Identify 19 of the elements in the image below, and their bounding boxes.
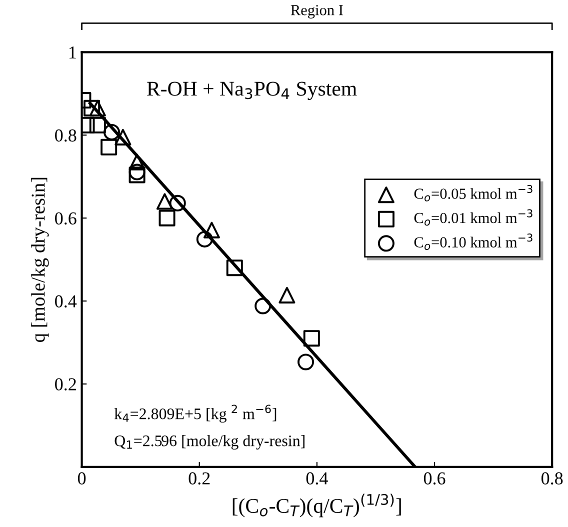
y-tick-label: 0.2 [55,378,76,390]
text: [(C$_{o}$-C$_{T}$)(q/C$_{T}$)$^{(1/3)}$] [232,494,401,518]
y-tick-label: 0.6 [55,212,76,225]
legend-label: C$_{o}$=0.01 kmol m$^{−3}$ [414,209,532,226]
legend-label: C$_{o}$=0.10 kmol m$^{−3}$ [414,234,532,250]
text: Region I [290,5,343,18]
y-axis-title: q [mole/kg dry-resin] [31,178,49,342]
legend-label: C$_{o}$=0.05 kmol m$^{−3}$ [414,184,532,202]
annotation: R-OH + Na$_{3}$PO$_{4}$ System [147,82,357,100]
y-tick-label: 0.4 [55,295,77,308]
x-tick-label: 0.8 [542,472,563,485]
x-tick-label: 0 [78,472,86,484]
x-tick-label: 0.6 [424,472,446,485]
annotation: k$_{4}$=2.809E+5 [kg $^{2}$ m$^{−6}$] [114,404,276,423]
y-tick-label: 1 [69,46,76,58]
y-tick-label: 0.8 [55,129,76,142]
annotation: Q$_{1}$=2.596 [mole/kg dry-resin] [114,435,304,450]
x-tick-label: 0.2 [188,472,210,485]
x-tick-label: 0.4 [306,472,328,485]
